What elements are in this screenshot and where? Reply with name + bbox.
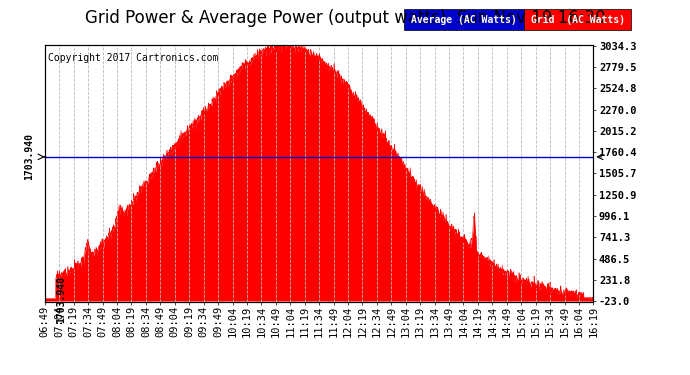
Text: 1703.940: 1703.940: [56, 276, 66, 322]
Text: Grid Power & Average Power (output watts)  Sun Nov 19 16:30: Grid Power & Average Power (output watts…: [85, 9, 605, 27]
Text: 1703.940: 1703.940: [24, 134, 34, 180]
Text: Copyright 2017 Cartronics.com: Copyright 2017 Cartronics.com: [48, 53, 218, 63]
Text: Grid  (AC Watts): Grid (AC Watts): [531, 15, 625, 25]
Text: Average (AC Watts): Average (AC Watts): [411, 15, 517, 25]
